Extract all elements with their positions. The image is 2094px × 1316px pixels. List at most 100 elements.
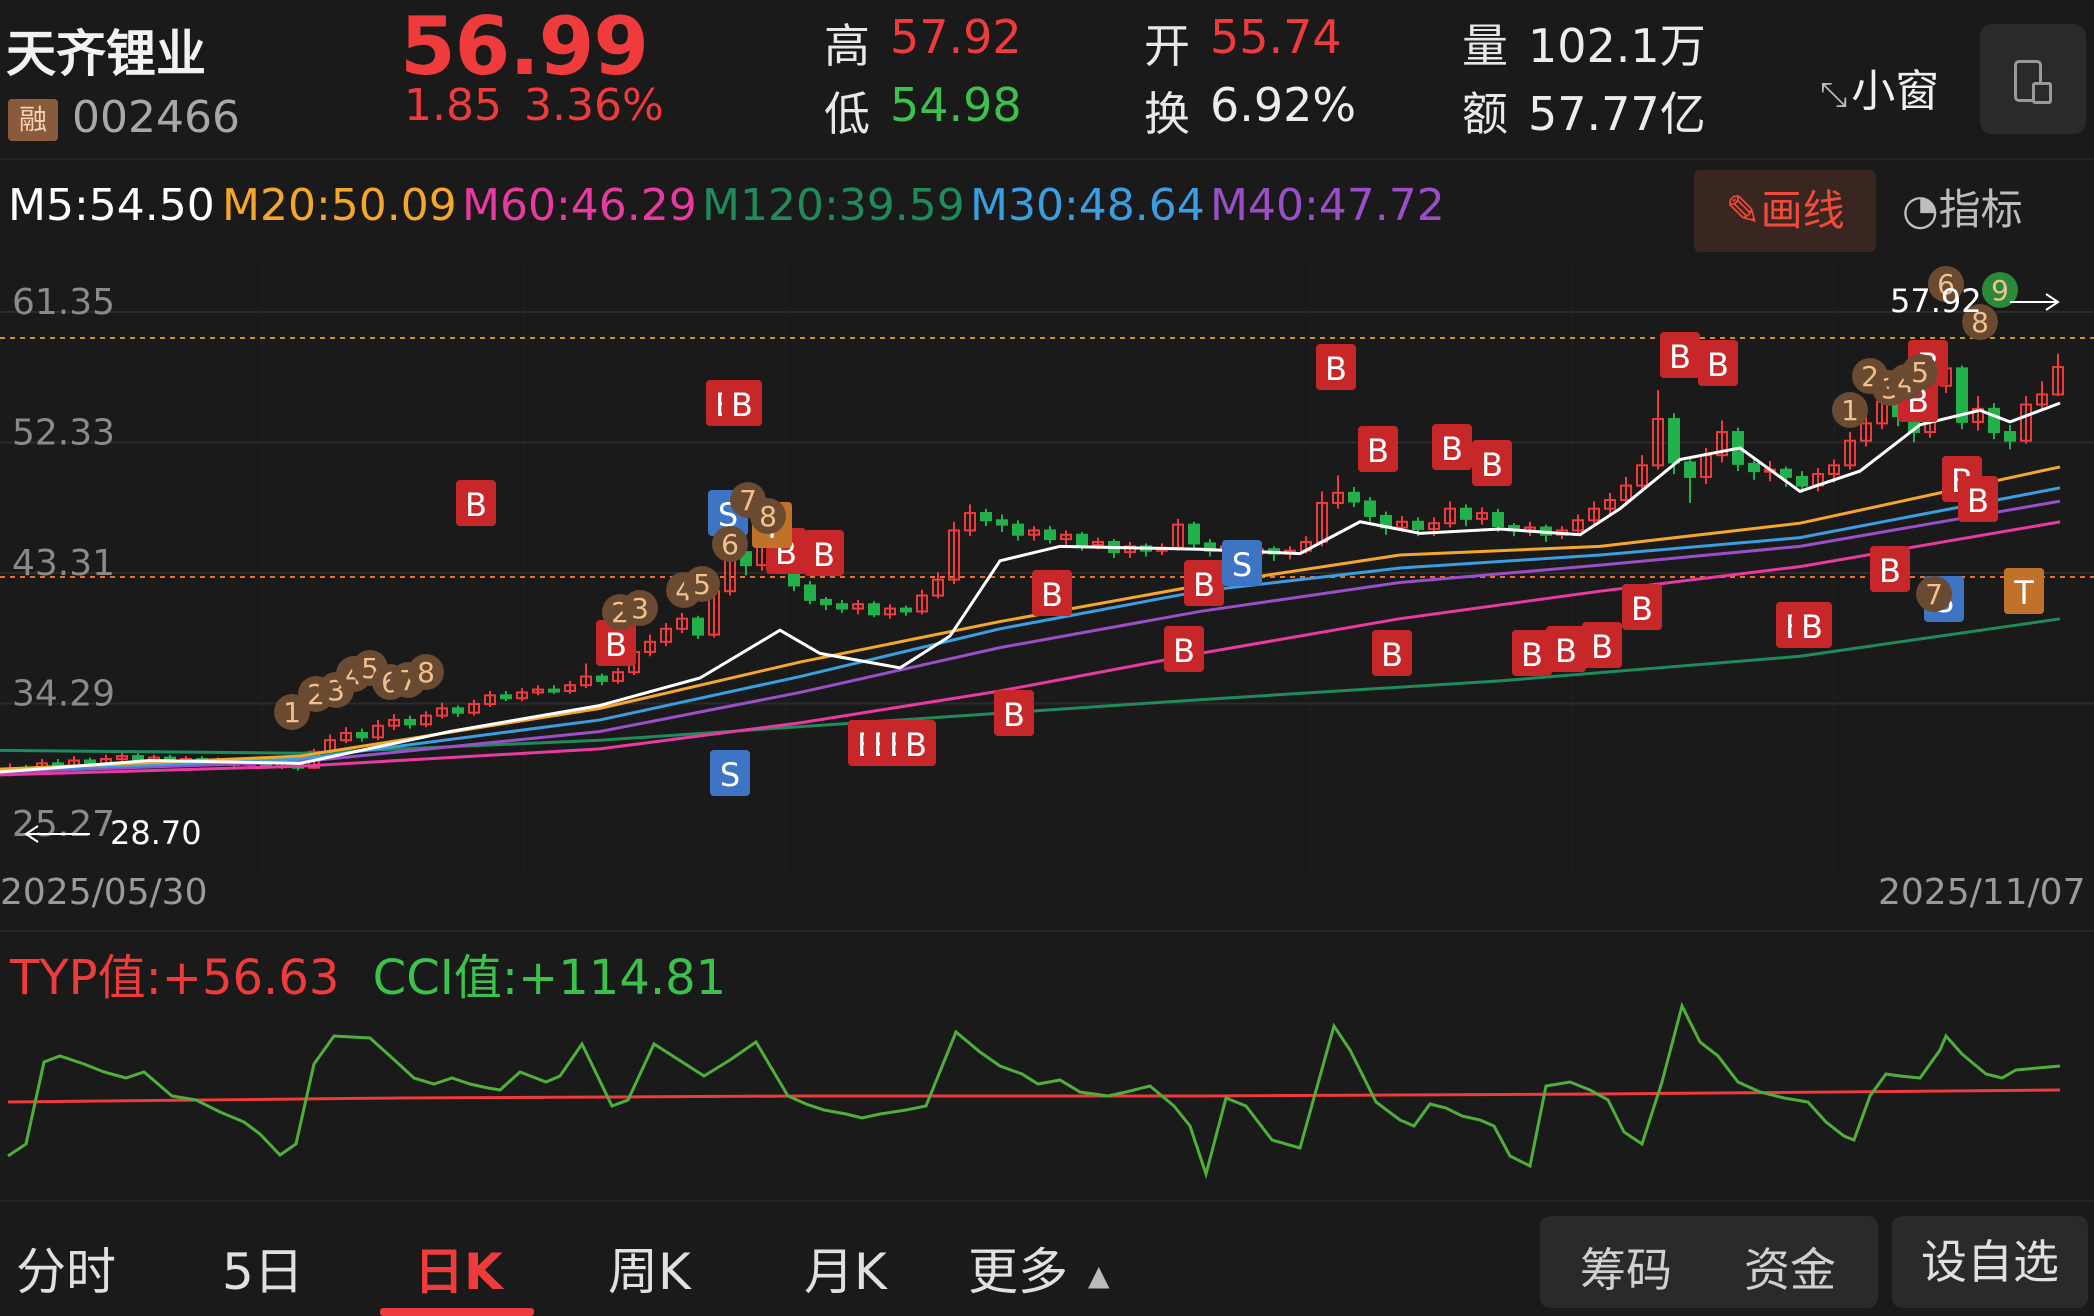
draw-line-button[interactable]: ✎画线	[1694, 170, 1876, 252]
candle-down	[596, 675, 608, 682]
tab-daily-k[interactable]: 日K	[414, 1243, 503, 1301]
candle-down	[1684, 461, 1696, 478]
candle-down	[500, 694, 512, 700]
candle-down	[868, 603, 880, 616]
low-value: 54.98	[890, 78, 1022, 132]
device-switch-button[interactable]	[1980, 24, 2086, 134]
sequence-badge	[712, 526, 748, 562]
stock-code: 002466	[72, 92, 240, 143]
sequence-number: 8	[417, 656, 435, 689]
candle-down	[692, 617, 704, 636]
signal-marker-b	[1792, 602, 1832, 648]
ma120-legend: M120:39.59	[702, 180, 965, 231]
signal-marker-label: B	[1707, 346, 1729, 384]
active-tab-indicator	[380, 1308, 534, 1316]
add-to-watchlist-button[interactable]: 设自选	[1892, 1216, 2088, 1308]
candle-up	[2052, 366, 2064, 396]
mini-window-button[interactable]: ⤡小窗	[1820, 55, 1939, 119]
signal-marker-label: B	[1801, 608, 1823, 646]
candle-up	[1972, 407, 1984, 423]
candle-down	[1748, 462, 1760, 473]
sequence-badge	[750, 498, 786, 534]
signal-marker-label: B	[1631, 590, 1653, 628]
ma60-line	[0, 520, 2061, 777]
candle-up	[2036, 393, 2048, 406]
candle-up	[372, 724, 384, 739]
candle-down	[996, 519, 1008, 526]
ma30-legend: M30:48.64	[970, 180, 1205, 231]
caret-up-icon: ▲	[1088, 1259, 1110, 1292]
candle-up	[580, 675, 592, 687]
signal-marker-label: T	[2013, 574, 2034, 612]
signal-marker-b	[1184, 560, 1224, 606]
chips-button[interactable]: 筹码	[1580, 1243, 1672, 1297]
y-axis-label: 52.33	[12, 413, 115, 454]
tab-intraday[interactable]: 分时	[16, 1243, 116, 1301]
signal-marker-label: B	[465, 486, 487, 524]
candle-down	[1492, 512, 1504, 528]
signal-marker-b	[994, 690, 1034, 736]
tab-more[interactable]: 更多 ▲	[968, 1232, 1110, 1304]
high-arrow-head	[2045, 293, 2060, 311]
candle-up	[116, 755, 128, 761]
candle-down	[1364, 500, 1376, 517]
candle-up	[516, 691, 528, 700]
candle-up	[1652, 418, 1664, 467]
candle-up	[1828, 464, 1840, 475]
candle-down	[1412, 520, 1424, 530]
ma30-line	[0, 486, 2061, 773]
phone-icon	[2014, 60, 2042, 102]
sequence-number: 6	[721, 528, 739, 561]
signal-marker-b	[1316, 344, 1356, 390]
candle-down	[548, 688, 560, 693]
candle-up	[388, 718, 400, 727]
candle-down	[1460, 507, 1472, 520]
tab-weekly-k[interactable]: 周K	[608, 1243, 691, 1301]
sequence-badge	[1962, 304, 1998, 340]
tab-monthly-k[interactable]: 月K	[804, 1243, 887, 1301]
signal-marker-label: B	[605, 626, 627, 664]
candle-up	[612, 671, 624, 682]
sequence-number: 5	[1911, 356, 1929, 389]
quote-header: 天齐锂业 融 002466 56.99 1.85 3.36% 高 57.92 低…	[0, 0, 2094, 158]
sequence-number: 7	[1925, 578, 1943, 611]
candle-down	[1012, 523, 1024, 536]
signal-marker-label: B	[1879, 552, 1901, 590]
cci-svg[interactable]	[0, 980, 2094, 1180]
candle-up	[1572, 519, 1584, 532]
candle-up	[1860, 422, 1872, 442]
signal-marker-label: B	[1481, 446, 1503, 484]
candle-up	[1396, 520, 1408, 529]
candle-up	[484, 694, 496, 706]
ma40-legend: M40:47.72	[1210, 180, 1445, 231]
candle-up	[676, 617, 688, 630]
high-label: 高	[824, 19, 870, 73]
candle-up	[1428, 522, 1440, 530]
cci-chart[interactable]	[0, 980, 2094, 1180]
open-label: 开	[1144, 19, 1190, 73]
signal-marker-t	[2004, 568, 2044, 614]
candle-up	[1604, 499, 1616, 510]
funds-button[interactable]: 资金	[1744, 1243, 1836, 1297]
indicator-button[interactable]: ◔指标	[1902, 176, 2023, 237]
stock-name[interactable]: 天齐锂业	[6, 25, 206, 83]
candle-down	[1076, 533, 1088, 546]
candle-up	[948, 529, 960, 581]
indicator-label: 指标	[1938, 185, 2023, 234]
candle-up	[916, 594, 928, 613]
candle-up	[1620, 484, 1632, 502]
signal-marker-b	[1660, 332, 1700, 378]
low-arrow-head	[24, 825, 39, 843]
candle-down	[2004, 431, 2016, 442]
candle-down	[1188, 523, 1200, 545]
candle-down	[1668, 418, 1680, 464]
cci-line	[7, 1001, 2061, 1180]
kline-chart[interactable]: 61.35 52.33 43.31 34.29 25.27 B B B B B B B B B B B B B B B…	[0, 264, 2094, 874]
signal-marker-label: B	[1367, 432, 1389, 470]
candle-down	[1348, 491, 1360, 503]
candle-up	[2020, 403, 2032, 442]
signal-marker-b	[1512, 630, 1552, 676]
sequence-badge	[408, 654, 444, 690]
tab-5day[interactable]: 5日	[222, 1243, 304, 1301]
